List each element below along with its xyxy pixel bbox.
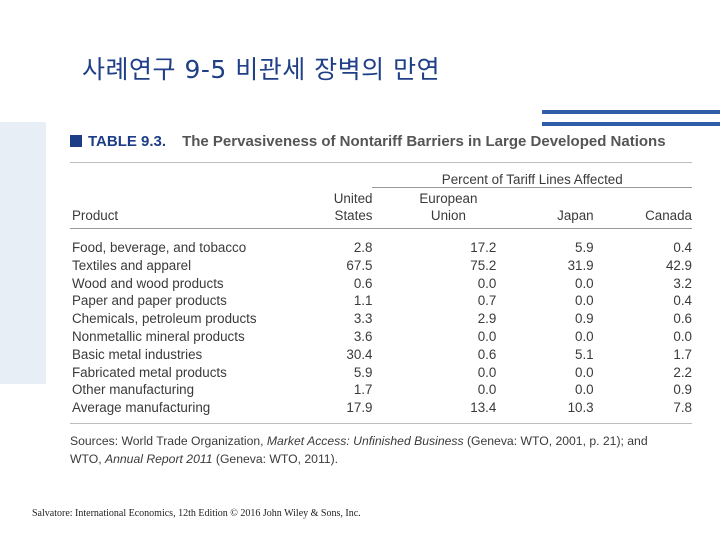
source-rule [70,422,692,424]
cell-product: Textiles and apparel [72,257,192,273]
cell-product: Wood and wood products [72,275,224,291]
accent-bar-bottom [542,122,720,126]
cell-united-states: 3.6 [353,328,373,344]
footer-credit: Salvatore: International Economics, 12th… [32,508,361,519]
slide-title: 사례연구 9-5 비관세 장벽의 만연 [82,55,441,84]
cell-product: Nonmetallic mineral products [72,328,245,344]
cell-united-states: 67.5 [346,257,373,273]
cell-japan: 0.0 [575,293,594,309]
source-text: Sources: World Trade Organization, [70,433,267,448]
cell-canada: 42.9 [665,257,692,273]
cell-product: Chemicals, petroleum products [72,311,257,327]
column-header-product: Product [70,187,307,229]
cell-japan: 0.9 [575,311,594,327]
source-text: WTO, [70,451,105,466]
source-title-annual-report: Annual Report 2011 [104,451,213,466]
cell-european-union: 0.0 [477,328,497,344]
cell-european-union: 0.0 [477,382,497,398]
table-row: Paper and paper products 1.1 0.7 0.0 0.4 [70,292,692,310]
cell-united-states: 5.9 [353,364,373,380]
cell-canada: 0.6 [673,311,692,327]
cell-european-union: 13.4 [470,400,497,416]
column-header-japan: Japan [496,187,594,229]
cell-japan: 0.0 [575,364,594,380]
column-header-united-states: United States [306,187,373,229]
cell-canada: 0.4 [673,240,692,255]
accent-bar-top [542,110,720,114]
table-heading: TABLE 9.3. The Pervasiveness of Nontarif… [70,128,692,154]
table-row: Chemicals, petroleum products 3.3 2.9 0.9 0.… [70,310,692,328]
column-header-eu-line1: European [419,191,478,206]
cell-canada: 0.4 [673,293,692,309]
table-caption: The Pervasiveness of Nontariff Barriers … [182,132,666,150]
nontariff-barriers-table: Percent of Tariff Lines Affected Product… [70,167,692,417]
table-marker-square-icon [70,135,82,147]
cell-united-states: 2.8 [353,240,373,255]
cell-canada: 7.8 [673,400,692,416]
table-group-header-row: Percent of Tariff Lines Affected [70,167,692,188]
cell-united-states: 1.7 [353,382,373,398]
table-row: Food, beverage, and tobacco 2.8 17.2 5.9 0.4 [70,239,692,257]
cell-united-states: 1.1 [353,293,373,309]
cell-product: Other manufacturing [72,382,195,398]
cell-united-states: 3.3 [353,311,373,327]
cell-product: Food, beverage, and tobacco [72,240,247,255]
table-row: Basic metal industries 30.4 0.6 5.1 1.7 [70,346,692,364]
cell-canada: 0.9 [673,382,692,398]
cell-canada: 1.7 [673,346,692,362]
group-header-percent-affected: Percent of Tariff Lines Affected [372,167,692,188]
cell-product: Fabricated metal products [72,364,227,380]
cell-united-states: 30.4 [346,346,373,362]
source-text: (Geneva: WTO, 2011). [212,451,339,466]
cell-united-states: 17.9 [346,400,373,416]
cell-japan: 31.9 [567,257,594,273]
cell-japan: 0.0 [575,328,594,344]
cell-product: Paper and paper products [72,293,227,309]
column-header-us-line2: States [334,208,373,223]
table-row: Textiles and apparel 67.5 75.2 31.9 42.9 [70,257,692,275]
cell-european-union: 0.7 [477,293,497,309]
cell-canada: 0.0 [673,328,692,344]
cell-european-union: 0.6 [477,346,497,362]
column-header-eu-line2: Union [430,208,466,223]
cell-european-union: 0.0 [477,275,497,291]
cell-product: Basic metal industries [72,346,203,362]
cell-japan: 5.9 [575,240,594,255]
table-top-rule [70,162,692,163]
cell-japan: 0.0 [575,382,594,398]
table-row: Average manufacturing 17.9 13.4 10.3 7.8 [70,399,692,417]
cell-japan: 5.1 [575,346,594,362]
cell-european-union: 75.2 [470,257,497,273]
table-row: Wood and wood products 0.6 0.0 0.0 3.2 [70,275,692,293]
cell-japan: 0.0 [575,275,594,291]
cell-european-union: 2.9 [477,311,497,327]
source-text: (Geneva: WTO, 2001, p. 21); and [463,433,648,448]
cell-canada: 2.2 [673,364,692,380]
cell-united-states: 0.6 [353,275,373,291]
column-header-canada: Canada [593,187,692,229]
table-number: TABLE 9.3. [88,132,167,150]
source-note: Sources: World Trade Organization, Marke… [70,432,692,468]
source-title-market-access: Market Access: Unfinished Business [266,433,464,448]
table-figure: TABLE 9.3. The Pervasiveness of Nontarif… [70,128,692,468]
table-row: Fabricated metal products 5.9 0.0 0.0 2.2 [70,364,692,382]
cell-canada: 3.2 [673,275,692,291]
table-row: Other manufacturing 1.7 0.0 0.0 0.9 [70,381,692,399]
table-body: Food, beverage, and tobacco 2.8 17.2 5.9 0.4… [70,239,692,417]
cell-european-union: 17.2 [470,240,497,255]
table-row: Nonmetallic mineral products 3.6 0.0 0.0 0.0 [70,328,692,346]
cell-european-union: 0.0 [477,364,497,380]
cell-product: Average manufacturing [72,400,211,416]
column-header-us-line1: United [333,191,373,206]
cell-japan: 10.3 [567,400,594,416]
column-header-european-union: European Union [372,187,497,229]
left-decorative-band [0,122,46,384]
table-column-header-row: Product United States European Union Jap… [70,187,692,229]
